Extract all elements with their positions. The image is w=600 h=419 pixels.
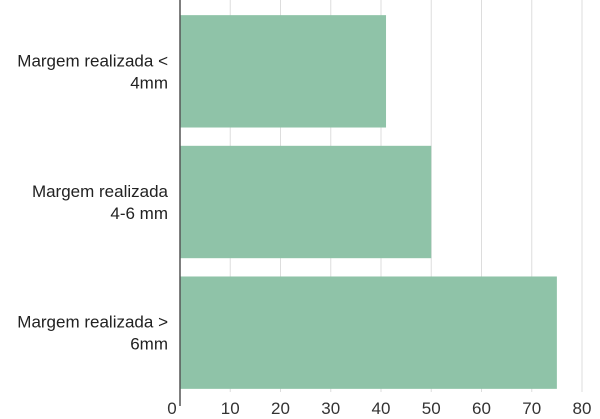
category-label: 4-6 mm (110, 204, 168, 223)
x-tick-label: 60 (472, 399, 491, 418)
bar (180, 145, 432, 259)
bars (180, 15, 557, 389)
x-tick-label: 10 (221, 399, 240, 418)
category-label: Margem realizada (32, 182, 169, 201)
x-tick-label: 0 (167, 399, 176, 418)
x-tick-label: 80 (573, 399, 592, 418)
x-tick-label: 40 (372, 399, 391, 418)
x-tick-label: 50 (422, 399, 441, 418)
bar (180, 276, 557, 389)
x-tick-labels: 0 10 20 30 40 50 60 70 80 (167, 399, 591, 418)
x-tick-label: 30 (321, 399, 340, 418)
category-labels: Margem realizada < 4mm Margem realizada 4-6… (17, 51, 168, 353)
bar (180, 15, 387, 128)
category-label: Margem realizada > (17, 313, 168, 332)
category-label: 6mm (130, 335, 168, 354)
category-label: 4mm (130, 73, 168, 92)
x-tick-label: 20 (271, 399, 290, 418)
category-label: Margem realizada < (17, 51, 168, 70)
x-tick-label: 70 (522, 399, 541, 418)
